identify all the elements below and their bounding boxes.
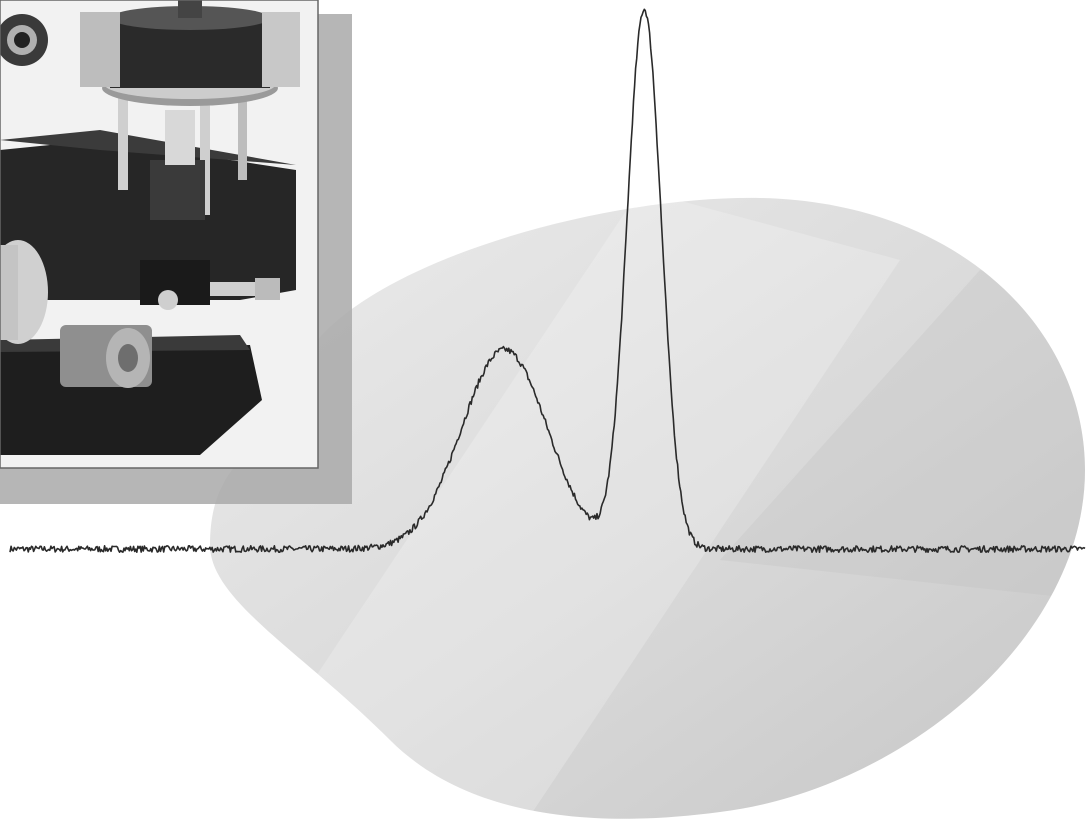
spectrometer-photo [0,0,318,468]
spectrum-trace [9,8,1086,553]
disc-fold-right [720,270,1085,600]
disc-shape [210,197,1085,819]
photo-frame [0,0,319,469]
